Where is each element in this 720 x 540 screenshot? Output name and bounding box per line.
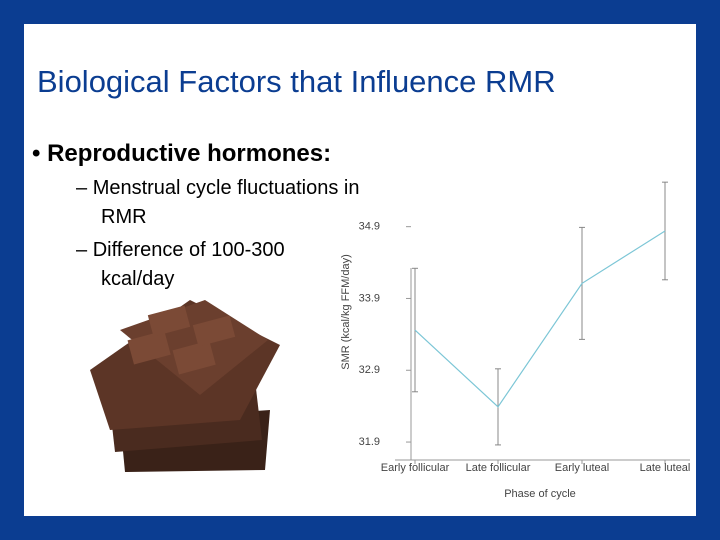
x-tick-label: Early luteal [554,462,610,474]
bullet-text: Reproductive hormones: [47,140,332,167]
y-tick-label: 32.9 [359,364,380,376]
chocolate-illustration [90,300,280,472]
bullet: • Reproductive hormones: [32,140,332,167]
x-tick-label: Early follicular [380,462,450,474]
y-tick-label: 31.9 [359,436,380,448]
y-axis-label: SMR (kcal/kg FFM/day) [340,254,352,370]
slide-title: Biological Factors that Influence RMR [37,64,556,99]
y-tick-label: 33.9 [359,292,380,304]
sub-bullet: – Menstrual cycle fluctuations in RMR [76,177,360,228]
data-line [414,230,666,408]
sub-bullet-text: Menstrual cycle fluctuations in RMR [92,177,360,228]
sub-bullet-text: Difference of 100-300 kcal/day [92,239,285,290]
y-tick-label: 34.9 [359,221,380,233]
x-tick-label: Late follicular [465,462,531,474]
x-tick-label: Late luteal [639,462,691,474]
sub-bullet: – Difference of 100-300 kcal/day [76,239,285,290]
x-axis-label: Phase of cycle [504,488,576,500]
